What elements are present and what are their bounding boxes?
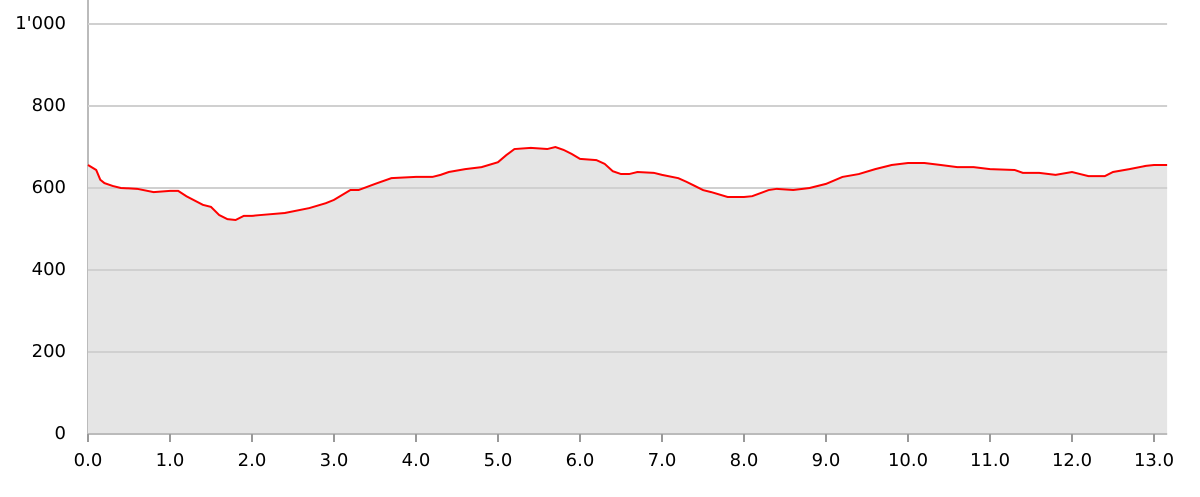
x-tick-label: 2.0 [238, 450, 267, 471]
x-tick-label: 7.0 [648, 450, 677, 471]
y-tick-label: 200 [32, 341, 66, 362]
y-tick-label: 600 [32, 177, 66, 198]
x-tick-label: 6.0 [566, 450, 595, 471]
area-fill [88, 147, 1168, 434]
x-tick-label: 1.0 [156, 450, 185, 471]
y-tick-label: 0 [55, 423, 66, 444]
x-tick-label: 3.0 [320, 450, 349, 471]
x-tick-label: 13.0 [1134, 450, 1174, 471]
y-tick-label: 800 [32, 95, 66, 116]
x-tick-label: 0.0 [74, 450, 103, 471]
elevation-line [87, 145, 1168, 222]
x-tick-label: 11.0 [970, 450, 1010, 471]
x-tick-label: 8.0 [730, 450, 759, 471]
x-tick-label: 12.0 [1052, 450, 1092, 471]
x-tick-label: 9.0 [812, 450, 841, 471]
x-tick-label: 4.0 [402, 450, 431, 471]
x-tick-label: 10.0 [888, 450, 928, 471]
y-tick-label: 400 [32, 259, 66, 280]
y-tick-label: 1'000 [15, 13, 66, 34]
x-tick-label: 5.0 [484, 450, 513, 471]
